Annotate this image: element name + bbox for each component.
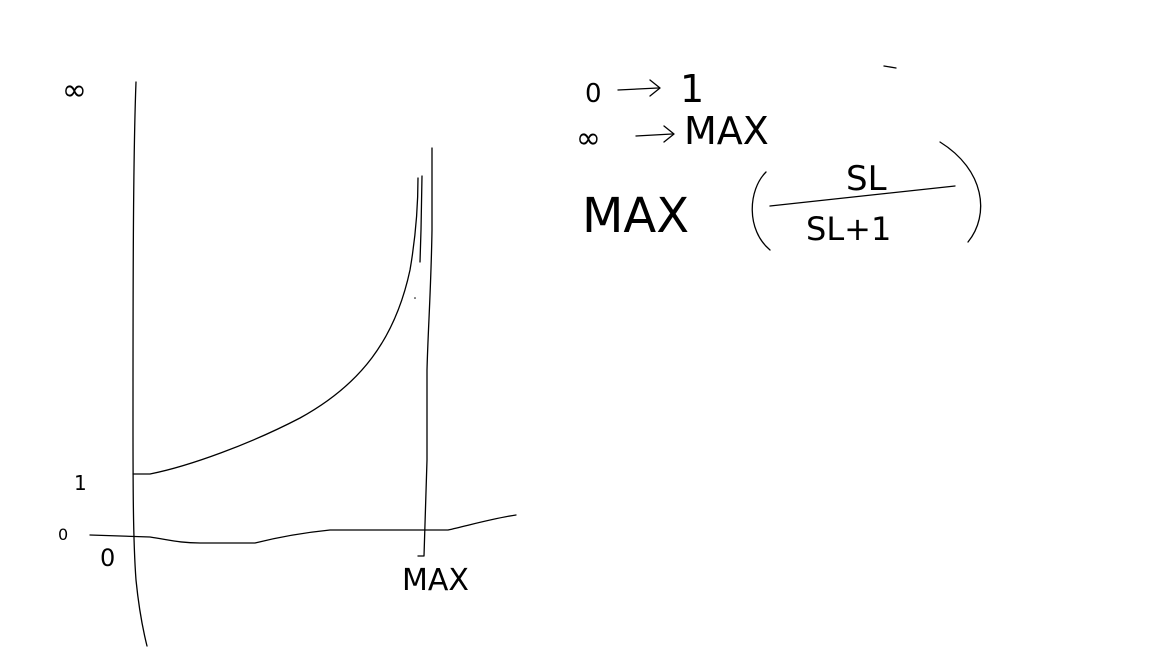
formula-numerator: SL <box>846 159 887 199</box>
formula-left-paren <box>751 171 771 251</box>
note-line1-left: 0 <box>585 79 602 109</box>
formula-right-paren <box>939 141 982 243</box>
y-axis <box>132 81 148 647</box>
formula-fraction-bar <box>769 185 956 207</box>
formula-prefix: MAX <box>582 188 689 244</box>
x-origin-label: 0 <box>100 544 115 572</box>
y-top-infinity-label: ∞ <box>62 73 87 108</box>
note-line1-right: 1 <box>680 67 704 111</box>
curve-overstroke <box>419 175 423 263</box>
x-axis <box>89 514 517 544</box>
x-max-label: MAX <box>402 563 469 598</box>
growth-curve <box>132 177 419 475</box>
formula: MAX SL SL+1 <box>582 141 982 251</box>
formula-denominator: SL+1 <box>806 210 891 248</box>
note-line2-left: ∞ <box>576 121 601 156</box>
max-asymptote-line <box>417 147 433 557</box>
stray-mark <box>883 65 897 69</box>
stray-dot <box>414 297 416 299</box>
note-line2-right: MAX <box>684 109 769 153</box>
graph: ∞ 1 0 0 MAX <box>58 73 517 647</box>
note-line1-arrow <box>617 79 661 97</box>
y-zero-label: 0 <box>58 525 68 544</box>
y-one-label: 1 <box>74 471 87 495</box>
note-line2-arrow <box>635 125 675 143</box>
mapping-notes: 0 1 ∞ MAX MAX SL SL+1 <box>576 65 982 251</box>
